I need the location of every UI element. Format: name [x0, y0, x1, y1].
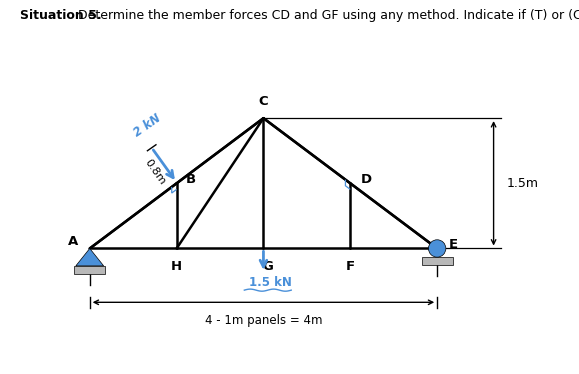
Text: E: E — [448, 237, 457, 251]
Text: B: B — [185, 173, 195, 186]
Circle shape — [428, 240, 446, 257]
Text: 0.8m: 0.8m — [142, 157, 167, 187]
Text: A: A — [68, 235, 78, 248]
Text: Determine the member forces CD and GF using any method. Indicate if (T) or (C).: Determine the member forces CD and GF us… — [74, 9, 579, 22]
Text: F: F — [346, 260, 355, 273]
Polygon shape — [76, 248, 104, 266]
Text: Situation 5.: Situation 5. — [20, 9, 102, 22]
Text: G: G — [262, 260, 273, 273]
Text: D: D — [361, 173, 372, 186]
Bar — [422, 257, 453, 265]
Text: H: H — [171, 260, 182, 273]
Text: C: C — [259, 95, 268, 108]
Text: 1.5 kN: 1.5 kN — [249, 276, 292, 289]
Text: 1.5m: 1.5m — [507, 177, 538, 190]
Text: 2 kN: 2 kN — [131, 111, 163, 139]
Text: 4 - 1m panels = 4m: 4 - 1m panels = 4m — [205, 313, 322, 327]
Bar — [74, 266, 105, 274]
